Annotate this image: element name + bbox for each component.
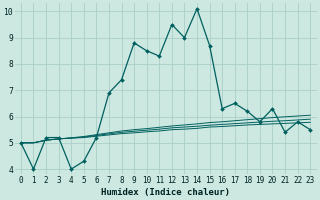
X-axis label: Humidex (Indice chaleur): Humidex (Indice chaleur)	[101, 188, 230, 197]
